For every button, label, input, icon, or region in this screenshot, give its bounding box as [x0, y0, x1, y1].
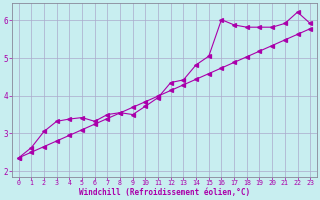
X-axis label: Windchill (Refroidissement éolien,°C): Windchill (Refroidissement éolien,°C) [79, 188, 250, 197]
